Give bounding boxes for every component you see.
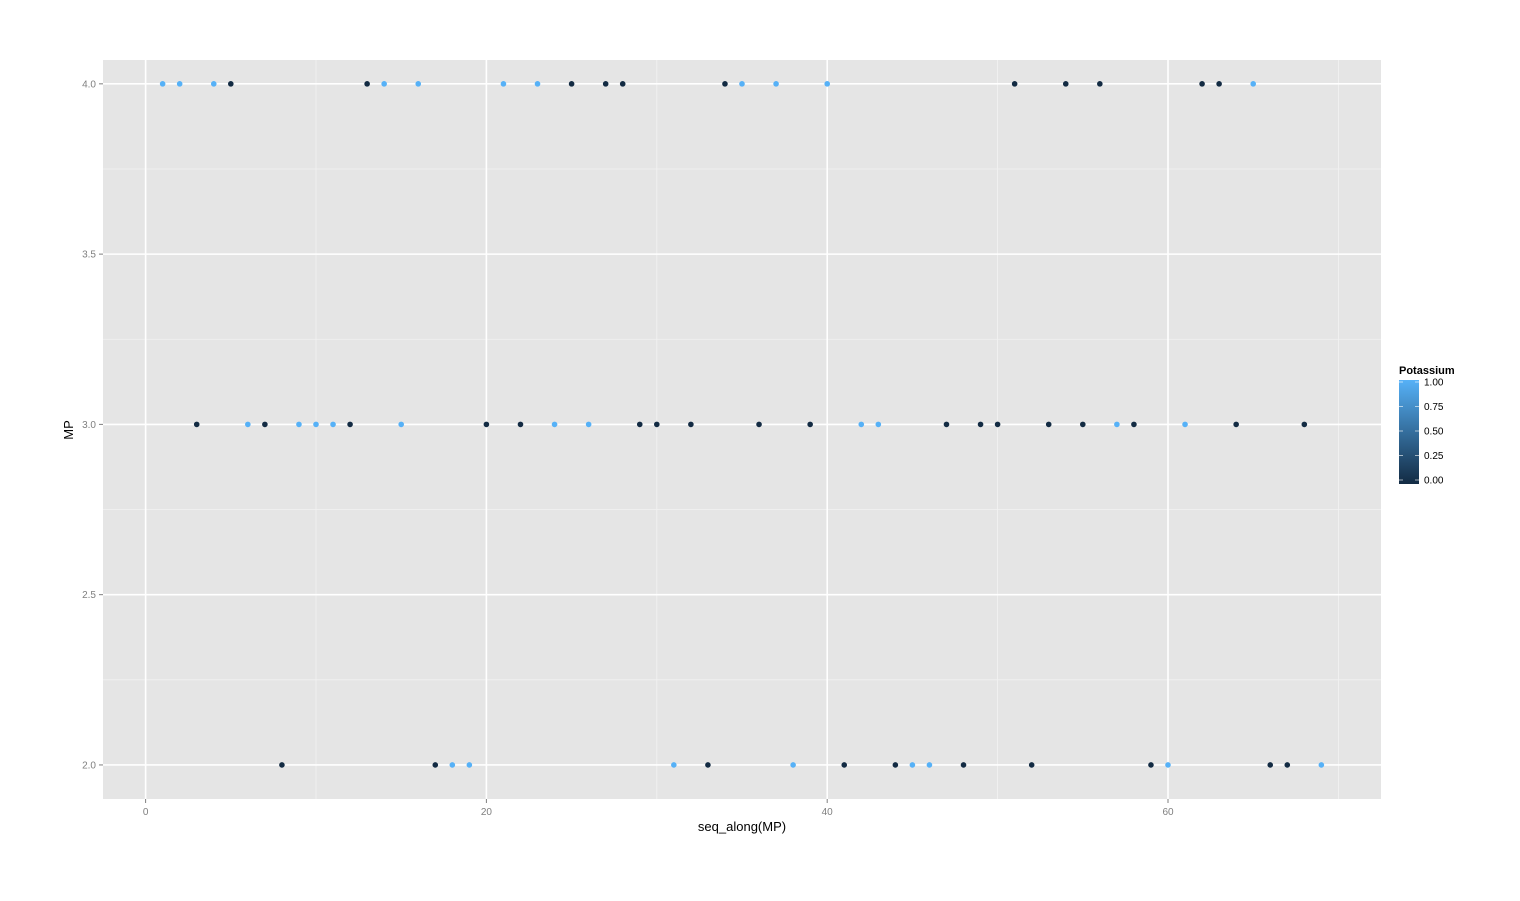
legend-label: 0.25 [1424, 451, 1444, 462]
data-point [1233, 421, 1239, 428]
y-axis-label: MP [61, 420, 76, 440]
y-tick-label: 2.5 [82, 590, 96, 601]
data-point [193, 421, 200, 428]
data-point [841, 762, 848, 768]
legend-ticks: 1.00 0.75 0.50 0.25 0.00 [1399, 378, 1444, 487]
data-point [858, 421, 865, 428]
data-point [1148, 762, 1154, 768]
data-points [159, 81, 1325, 768]
data-point [330, 421, 336, 428]
data-point [432, 762, 439, 768]
x-tick-label: 40 [822, 807, 834, 818]
data-point [313, 421, 319, 428]
y-axis-ticks: 2.0 2.5 3.0 3.5 4.0 [82, 79, 103, 771]
data-point [943, 421, 950, 428]
legend-label: 0.00 [1424, 476, 1444, 487]
data-point [1267, 762, 1274, 768]
data-point [1301, 421, 1308, 428]
legend-label: 0.75 [1424, 402, 1444, 413]
data-point [296, 421, 302, 428]
data-point [1250, 81, 1256, 87]
data-point [228, 81, 234, 87]
legend: Potassium 1.00 0.75 0.50 0.25 0.00 [1399, 365, 1455, 487]
data-point [500, 81, 507, 87]
data-point [449, 762, 456, 768]
x-axis-label: seq_along(MP) [698, 819, 786, 834]
data-point [176, 81, 183, 87]
data-point [1131, 421, 1137, 428]
legend-label: 0.50 [1424, 427, 1444, 438]
data-point [1216, 81, 1222, 87]
data-point [210, 81, 217, 87]
data-point [1165, 762, 1171, 768]
x-tick-label: 20 [481, 807, 493, 818]
data-point [688, 421, 694, 428]
data-point [1062, 81, 1069, 87]
data-point [159, 81, 166, 87]
data-point [1011, 81, 1018, 87]
data-point [279, 762, 285, 768]
data-point [790, 762, 796, 768]
data-point [1199, 81, 1205, 87]
data-point [824, 81, 830, 87]
data-point [671, 762, 677, 768]
data-point [960, 762, 967, 768]
data-point [602, 81, 609, 87]
plot-panel [103, 60, 1381, 799]
data-point [1045, 421, 1052, 428]
data-point [381, 81, 387, 87]
data-point [807, 421, 813, 428]
y-tick-label: 3.5 [82, 250, 96, 261]
data-point [654, 421, 660, 428]
data-point [994, 421, 1001, 428]
legend-label: 1.00 [1424, 378, 1444, 389]
data-point [262, 421, 268, 428]
data-point [875, 421, 882, 428]
data-point [909, 762, 916, 768]
data-point [926, 762, 933, 768]
data-point [534, 81, 541, 87]
data-point [1182, 421, 1188, 428]
data-point [415, 81, 422, 87]
data-point [705, 762, 711, 768]
x-tick-label: 0 [143, 807, 149, 818]
data-point [1318, 762, 1325, 768]
data-point [1114, 421, 1120, 428]
x-tick-label: 60 [1162, 807, 1174, 818]
data-point [739, 81, 745, 87]
data-point [466, 762, 473, 768]
x-axis-ticks: 0 20 40 60 [143, 799, 1174, 818]
data-point [551, 421, 558, 428]
data-point [483, 421, 490, 428]
data-point [977, 421, 984, 428]
data-point [1097, 81, 1103, 87]
data-point [585, 421, 592, 428]
data-point [892, 762, 899, 768]
data-point [619, 81, 626, 87]
y-tick-label: 4.0 [82, 79, 96, 90]
data-point [364, 81, 370, 87]
minor-gridlines [103, 60, 1381, 799]
data-point [245, 421, 251, 428]
data-point [636, 421, 643, 428]
y-tick-label: 2.0 [82, 760, 96, 771]
data-point [722, 81, 728, 87]
data-point [517, 421, 524, 428]
legend-title: Potassium [1399, 365, 1455, 377]
data-point [568, 81, 575, 87]
y-tick-label: 3.0 [82, 420, 96, 431]
data-point [773, 81, 779, 87]
data-point [347, 421, 353, 428]
legend-colorbar [1399, 380, 1419, 484]
data-point [398, 421, 405, 428]
data-point [1080, 421, 1086, 428]
data-point [1284, 762, 1291, 768]
data-point [756, 421, 762, 428]
data-point [1028, 762, 1035, 768]
